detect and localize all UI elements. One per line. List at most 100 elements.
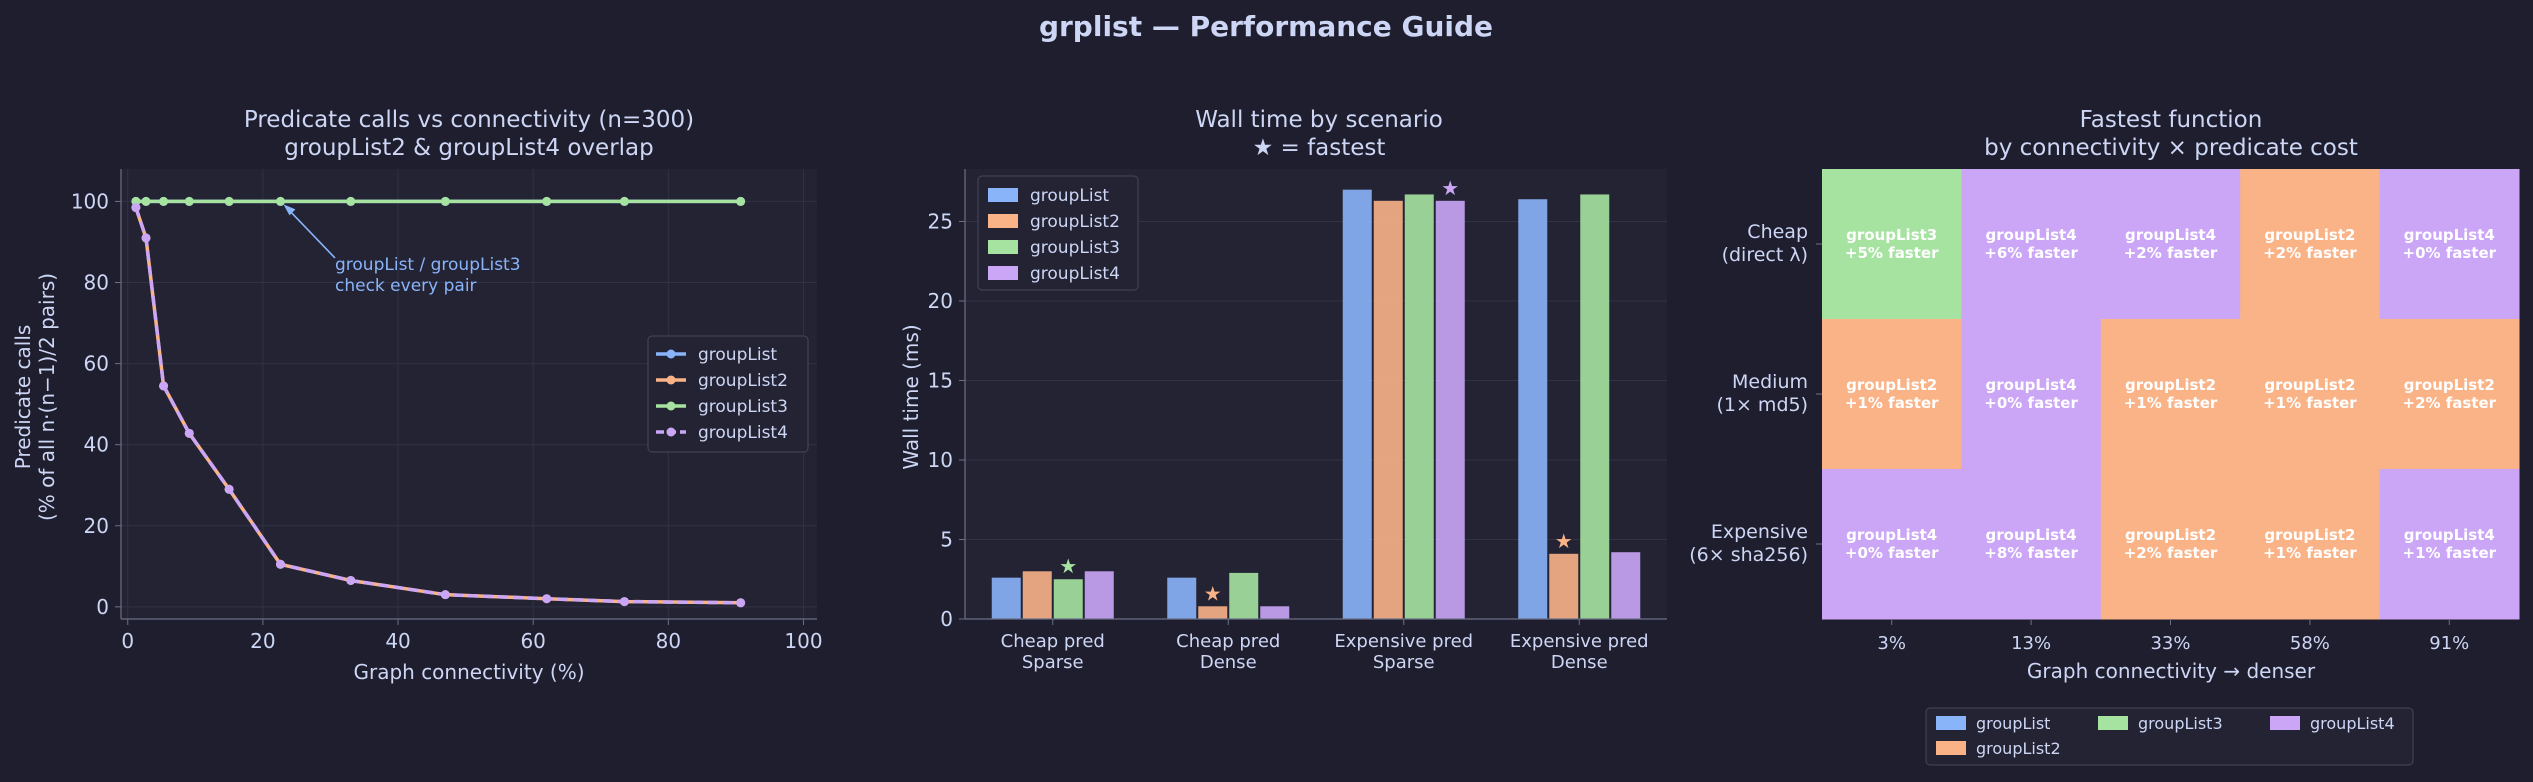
x-tick-label: 58%	[2290, 633, 2330, 654]
x-tick-label: 60	[520, 629, 545, 653]
data-point-groupList3	[159, 196, 169, 206]
x-tick-label: Dense	[1551, 652, 1608, 673]
heatmap-cell	[1961, 319, 2102, 470]
cell-gain-label: +0% faster	[1984, 394, 2078, 412]
legend-marker-groupList4	[666, 427, 676, 437]
legend-label: groupList	[698, 345, 777, 365]
bar-groupList	[1167, 577, 1197, 619]
y-tick-label: 25	[928, 209, 953, 233]
x-tick-label: Cheap pred	[1176, 631, 1280, 652]
x-tick-label: Dense	[1200, 652, 1257, 673]
legend-label: groupList3	[2138, 714, 2223, 733]
cell-gain-label: +1% faster	[2263, 544, 2357, 562]
heatmap-cell	[1822, 469, 1962, 620]
y-tick-label: 20	[928, 289, 953, 313]
heatmap-panel: Fastest function by connectivity × predi…	[1689, 107, 2520, 766]
data-point-groupList3	[184, 196, 194, 206]
heatmap-cell	[2379, 169, 2520, 320]
data-point-groupList4	[619, 597, 629, 607]
bar-chart-subtitle: ★ = fastest	[1253, 135, 1386, 161]
data-point-groupList4	[440, 590, 450, 600]
cell-winner-label: groupList4	[1846, 526, 1937, 544]
cell-gain-label: +1% faster	[2403, 544, 2497, 562]
bar-groupList	[991, 577, 1021, 619]
line-chart-panel: Predicate calls vs connectivity (n=300) …	[11, 107, 823, 684]
heatmap-cell	[2240, 469, 2381, 620]
legend-swatch-groupList2	[1936, 741, 1966, 755]
cell-gain-label: +2% faster	[2403, 394, 2497, 412]
cell-winner-label: groupList4	[2404, 526, 2495, 544]
x-tick-label: 91%	[2429, 633, 2469, 654]
fastest-star: ★	[1204, 581, 1222, 605]
data-point-groupList4	[224, 484, 234, 494]
bar-groupList3	[1404, 194, 1434, 619]
data-point-groupList3	[224, 196, 234, 206]
fastest-star: ★	[1555, 529, 1573, 553]
legend-swatch-groupList2	[988, 214, 1018, 228]
x-tick-label: 33%	[2150, 633, 2190, 654]
bar-groupList4	[1084, 571, 1114, 619]
annotation-text: groupList / groupList3	[335, 255, 521, 275]
cell-gain-label: +8% faster	[1984, 544, 2078, 562]
y-tick-label: 60	[84, 352, 109, 376]
x-tick-label: Expensive pred	[1334, 631, 1473, 652]
legend-swatch-groupList	[1936, 716, 1966, 730]
y-tick-label: 0	[940, 607, 953, 631]
bar-groupList3	[1053, 579, 1083, 619]
x-tick-label: 3%	[1877, 633, 1906, 654]
data-point-groupList4	[736, 598, 746, 608]
legend-marker-groupList	[666, 349, 676, 359]
cell-winner-label: groupList2	[1846, 376, 1937, 394]
bar-groupList2	[1549, 553, 1579, 619]
cell-gain-label: +5% faster	[1845, 244, 1939, 262]
data-point-groupList3	[619, 196, 629, 206]
x-tick-label: 0	[121, 629, 134, 653]
heatmap-xlabel: Graph connectivity → denser	[2027, 659, 2316, 683]
heatmap-cell	[2100, 319, 2241, 470]
data-point-groupList3	[440, 196, 450, 206]
cell-winner-label: groupList4	[1986, 376, 2077, 394]
bar-groupList4	[1260, 606, 1290, 619]
data-point-groupList4	[542, 594, 552, 604]
data-point-groupList3	[736, 196, 746, 206]
legend-marker-groupList2	[666, 375, 676, 385]
x-tick-label: Sparse	[1373, 652, 1435, 673]
y-tick-label: 15	[928, 368, 953, 392]
y-tick-label: 0	[96, 595, 109, 619]
heatmap-cell	[2379, 319, 2520, 470]
fastest-star: ★	[1441, 176, 1459, 200]
cell-gain-label: +2% faster	[2124, 244, 2218, 262]
bar-chart-ylabel: Wall time (ms)	[899, 324, 923, 469]
y-tick-label: 80	[84, 271, 109, 295]
data-point-groupList4	[184, 428, 194, 438]
heatmap-subtitle: by connectivity × predicate cost	[1984, 135, 2358, 161]
legend-swatch-groupList4	[988, 266, 1018, 280]
cell-winner-label: groupList2	[2125, 376, 2216, 394]
cell-winner-label: groupList4	[2404, 226, 2495, 244]
y-tick-label: Cheap	[1747, 221, 1808, 243]
bar-groupList4	[1611, 552, 1641, 619]
cell-winner-label: groupList4	[1986, 226, 2077, 244]
heatmap-cell	[2100, 169, 2241, 320]
legend-swatch-groupList4	[2270, 716, 2300, 730]
bar-chart-panel: Wall time by scenario ★ = fastest Wall t…	[899, 107, 1667, 673]
data-point-groupList3	[275, 196, 285, 206]
x-tick-label: 20	[250, 629, 275, 653]
cell-gain-label: +0% faster	[2403, 244, 2497, 262]
y-tick-label: (1× md5)	[1716, 394, 1808, 416]
x-tick-label: 80	[656, 629, 681, 653]
heatmap-title: Fastest function	[2080, 107, 2263, 133]
legend-label: groupList4	[698, 423, 788, 443]
figure-title: grplist — Performance Guide	[1039, 10, 1493, 43]
heatmap-cell	[2100, 469, 2241, 620]
line-chart-ylabel: Predicate calls	[11, 325, 35, 470]
legend-label: groupList3	[1030, 238, 1120, 258]
legend-label: groupList3	[698, 397, 788, 417]
heatmap-cell	[2379, 469, 2520, 620]
line-chart-ylabel-sub: (% of all n·(n−1)/2 pairs)	[35, 273, 59, 521]
y-tick-label: 100	[71, 189, 109, 213]
legend-box	[977, 175, 1139, 291]
bar-groupList3	[1580, 194, 1610, 619]
x-tick-label: 40	[385, 629, 410, 653]
data-point-groupList3	[346, 196, 356, 206]
